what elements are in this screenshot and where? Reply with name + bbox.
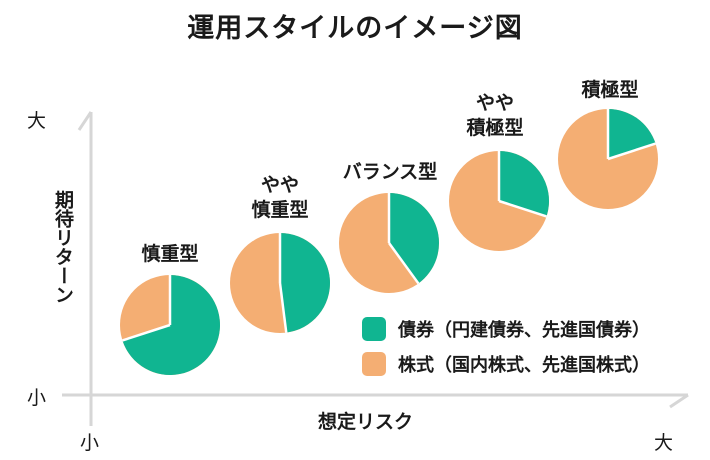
legend-item-bonds: 債券（円建債券、先進国債券） — [362, 316, 650, 342]
y-axis — [77, 111, 93, 426]
bonds-swatch-icon — [362, 317, 386, 341]
x-axis-title: 想定リスク — [318, 411, 414, 433]
label-somewhat-conservative: やや 慎重型 — [251, 174, 309, 221]
slice-divider — [498, 199, 547, 218]
slice-divider — [387, 242, 420, 285]
slice-divider — [278, 282, 288, 333]
bonds-slice — [499, 151, 549, 217]
label-aggressive: 積極型 — [581, 79, 639, 101]
bonds-slice — [280, 232, 331, 333]
pie-conservative — [120, 275, 221, 375]
label-conservative: 慎重型 — [141, 243, 199, 265]
pie-charts — [120, 109, 658, 375]
slice-divider — [607, 142, 656, 161]
label-balanced: バランス型 — [342, 161, 438, 183]
slice-divider — [122, 323, 171, 342]
legend: 債券（円建債券、先進国債券） 株式（国内株式、先進国株式） — [362, 316, 650, 377]
label-somewhat-aggressive: やや 積極型 — [466, 92, 524, 139]
x-axis-low-label: 小 — [80, 432, 100, 454]
diagram-title: 運用スタイルのイメージ図 — [187, 13, 523, 44]
x-axis — [62, 393, 689, 409]
pie-balanced — [339, 193, 439, 293]
x-axis-high-label: 大 — [654, 432, 674, 454]
y-axis-low-label: 小 — [27, 387, 47, 409]
bonds-slice — [389, 193, 439, 284]
pie-somewhat-aggressive — [449, 151, 549, 251]
y-axis-high-label: 大 — [27, 110, 47, 132]
stocks-swatch-icon — [362, 352, 386, 376]
pie-somewhat-conservative — [230, 232, 331, 333]
pie-aggressive — [558, 109, 658, 209]
legend-item-stocks: 株式（国内株式、先進国株式） — [362, 351, 650, 377]
y-axis-title: 期待リターン — [52, 190, 74, 304]
